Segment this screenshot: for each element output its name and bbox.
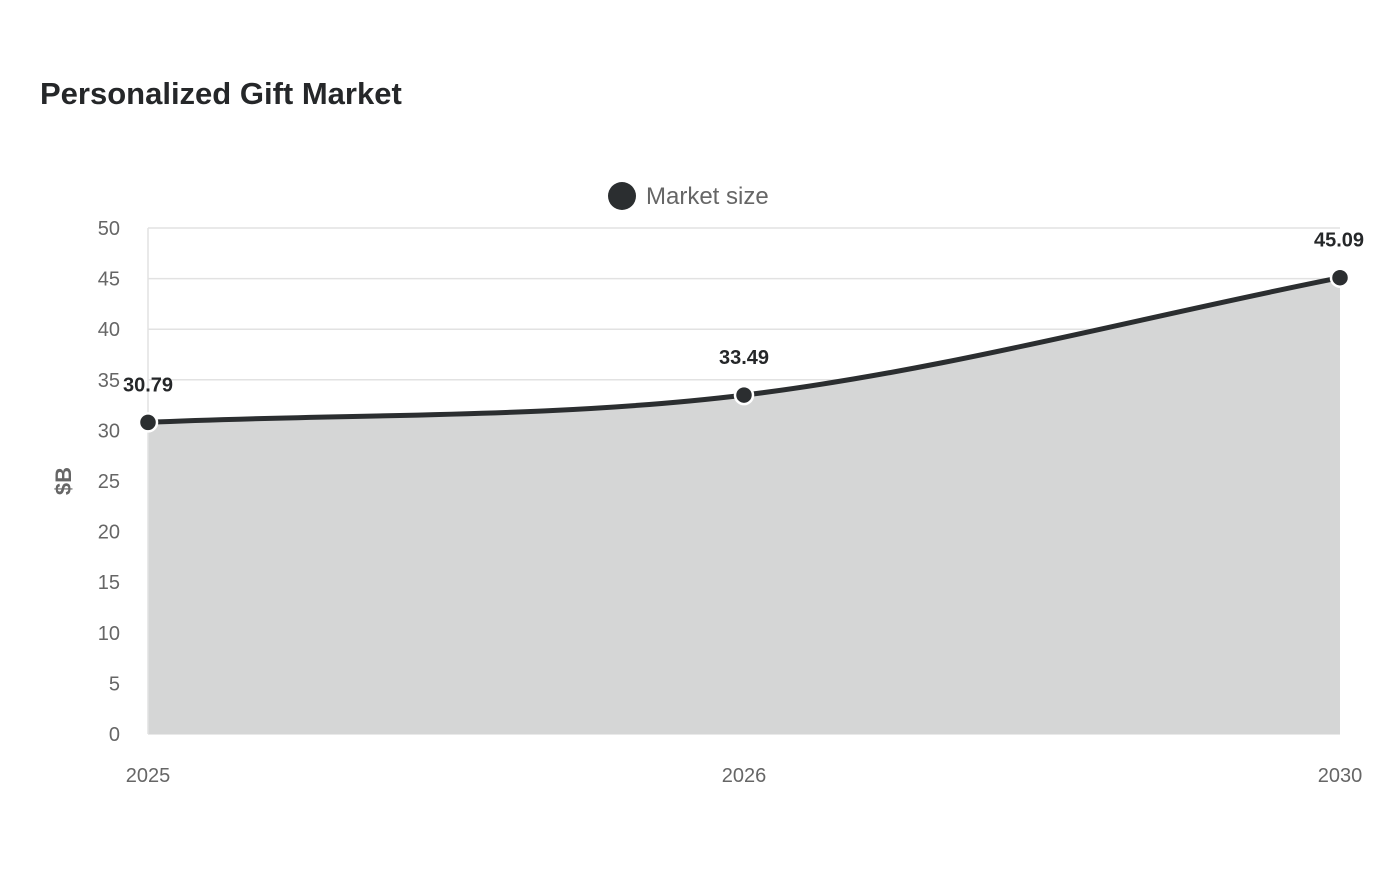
x-tick-label: 2026	[722, 765, 767, 787]
x-tick-label: 2030	[1318, 765, 1363, 787]
x-tick-label: 2025	[126, 765, 171, 787]
legend-label[interactable]: Market size	[646, 183, 769, 210]
chart-title: Personalized Gift Market	[40, 76, 402, 111]
series-area	[148, 277, 1340, 734]
data-label: 33.49	[719, 347, 769, 369]
y-tick-label: 15	[98, 572, 120, 594]
legend-layer[interactable]: Market size	[608, 182, 769, 210]
y-tick-label: 20	[98, 522, 120, 544]
data-point	[733, 384, 755, 406]
data-label: 30.79	[123, 374, 173, 396]
y-tick-label: 40	[98, 319, 120, 341]
y-tick-label: 0	[109, 724, 120, 746]
legend-marker	[608, 182, 636, 210]
y-tick-label: 30	[98, 420, 120, 442]
point-layer	[137, 267, 1351, 433]
data-label: 45.09	[1314, 230, 1364, 252]
label-layer: 30.79 33.49 45.09	[123, 230, 1364, 397]
y-tick-label: 45	[98, 269, 120, 291]
y-tick-label: 25	[98, 471, 120, 493]
y-tick-label: 50	[98, 218, 120, 240]
y-tick-label: 5	[109, 673, 120, 695]
area-layer	[148, 277, 1340, 734]
y-axis-title: $B	[51, 467, 76, 495]
data-point	[1329, 267, 1351, 288]
y-tick-label: 35	[98, 370, 120, 392]
data-point	[137, 412, 159, 433]
y-tick-label: 10	[98, 623, 120, 645]
